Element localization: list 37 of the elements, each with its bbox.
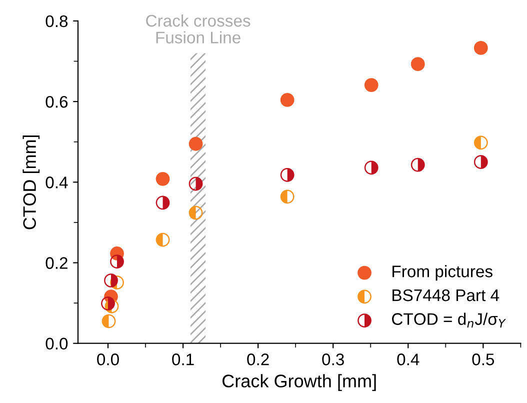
y-axis-title: CTOD [mm] — [22, 135, 40, 230]
point — [364, 160, 378, 175]
x-tick-label: 0.0 — [97, 354, 119, 366]
x-tick-label: 0.5 — [472, 354, 494, 366]
point — [102, 314, 116, 328]
x-tick-label: 0.2 — [247, 354, 269, 366]
band-label: Crack crosses Fusion Line — [146, 14, 250, 44]
x-axis-title: Crack Growth [mm] — [222, 374, 376, 391]
point — [474, 136, 488, 150]
point — [101, 296, 115, 310]
legend-label: From pictures — [392, 265, 492, 281]
point — [410, 57, 425, 72]
x-tick-label: 0.1 — [172, 354, 194, 366]
point — [280, 168, 294, 182]
y-tick-label: 0.2 — [46, 257, 68, 269]
point — [474, 155, 488, 169]
point — [280, 93, 294, 107]
legend-label: CTOD = d$_{n}$J/σ$_{Y}$ — [392, 312, 506, 328]
y-tick-label: 0.0 — [46, 338, 68, 350]
x-tick-label: 0.4 — [397, 354, 420, 366]
x-tick-label: 0.3 — [322, 354, 344, 366]
point — [410, 158, 425, 172]
y-tick-label: 0.4 — [46, 176, 68, 188]
point — [474, 41, 488, 55]
point — [280, 190, 294, 204]
point — [364, 78, 378, 92]
y-tick-label: 0.6 — [46, 96, 68, 108]
point — [156, 196, 170, 210]
point — [188, 176, 203, 191]
point — [156, 232, 170, 247]
y-tick-label: 0.8 — [46, 15, 68, 28]
point — [188, 206, 203, 220]
legend-label: BS7448 Part 4 — [392, 289, 500, 302]
point — [156, 172, 170, 186]
point — [104, 274, 118, 288]
point — [188, 136, 203, 151]
point — [110, 254, 124, 268]
